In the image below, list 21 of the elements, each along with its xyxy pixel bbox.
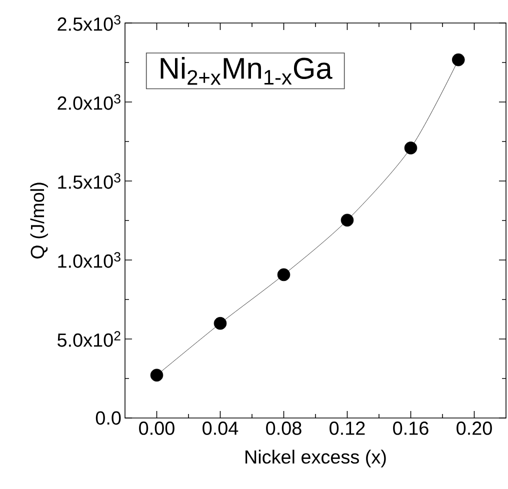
point xyxy=(150,368,164,382)
y-tick-label: 0.0 xyxy=(96,411,121,425)
y-tick-label: 2.5x10$^{3}$ xyxy=(58,15,120,31)
point xyxy=(404,142,418,154)
x-tick-label: 0.20 xyxy=(456,422,492,435)
x-tick-label: 0.12 xyxy=(330,422,365,435)
x-tick-label: 0.04 xyxy=(202,422,238,435)
point xyxy=(214,316,227,330)
y-axis-title: Q (J/mol) xyxy=(30,182,48,259)
x-tick-label: 0.16 xyxy=(393,422,428,435)
point xyxy=(277,268,290,282)
y-tick-label: 2.0x10$^{3}$ xyxy=(58,94,120,110)
y-tick-label: 1.0x10$^{3}$ xyxy=(58,252,120,268)
y-tick-label: 5.0x10$^{2}$ xyxy=(58,331,120,347)
x-tick-label: 0.08 xyxy=(266,422,302,435)
x-axis-title: Nickel excess (x) xyxy=(246,450,386,468)
x-tick-label: 0.00 xyxy=(139,422,174,435)
y-tick-label: 1.5x10$^{3}$ xyxy=(58,173,120,189)
annotation: Ni$_{2+x}$Mn$_{1-x}$Ga xyxy=(160,57,332,85)
point xyxy=(452,53,465,66)
point xyxy=(340,214,354,227)
